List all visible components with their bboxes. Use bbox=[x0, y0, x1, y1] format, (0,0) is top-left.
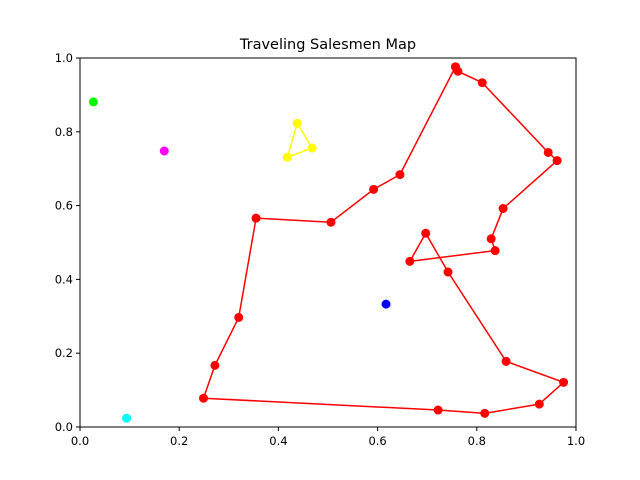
chart-title: Traveling Salesmen Map bbox=[239, 37, 416, 53]
y-tick-label: 0.2 bbox=[55, 346, 73, 360]
series-1-point-1 bbox=[307, 143, 317, 153]
x-tick-label: 0.4 bbox=[269, 434, 287, 448]
x-tick-label: 0.8 bbox=[468, 434, 486, 448]
x-tick-label: 0.2 bbox=[170, 434, 188, 448]
x-tick-label: 1.0 bbox=[567, 434, 585, 448]
y-tick-label: 0.8 bbox=[55, 125, 73, 139]
y-tick-label: 0.6 bbox=[55, 199, 73, 213]
series-2-point-0 bbox=[88, 97, 98, 107]
series-0-point-22 bbox=[395, 170, 405, 180]
series-1 bbox=[282, 118, 317, 162]
series-0-point-17 bbox=[210, 360, 220, 370]
series-0-point-9 bbox=[421, 228, 431, 238]
x-tick-label: 0.6 bbox=[368, 434, 386, 448]
series-0-point-20 bbox=[326, 217, 336, 227]
series-2 bbox=[88, 97, 98, 107]
y-axis: 0.0 0.2 0.4 0.6 0.8 1.0 bbox=[55, 51, 80, 434]
series-0-point-3 bbox=[543, 147, 553, 157]
series-4-point-0 bbox=[381, 299, 391, 309]
series-3 bbox=[159, 146, 169, 156]
series-0-point-15 bbox=[433, 405, 443, 415]
series-0-point-18 bbox=[234, 312, 244, 322]
series-0-point-2 bbox=[477, 78, 487, 88]
series-3-point-0 bbox=[159, 146, 169, 156]
series-5-point-0 bbox=[122, 413, 132, 423]
series-0-point-8 bbox=[405, 256, 415, 266]
series-0-point-14 bbox=[480, 408, 490, 418]
plot-frame bbox=[79, 57, 577, 428]
series-0 bbox=[199, 62, 569, 418]
series-0-point-11 bbox=[501, 356, 511, 366]
series-0-point-16 bbox=[199, 393, 208, 403]
series-0-point-5 bbox=[498, 204, 508, 214]
series-1-point-2 bbox=[282, 152, 292, 162]
series-5 bbox=[122, 413, 132, 423]
series-0-point-19 bbox=[251, 213, 261, 223]
series-0-point-13 bbox=[534, 399, 544, 409]
series-1-line bbox=[286, 122, 313, 159]
series-0-point-21 bbox=[369, 184, 379, 194]
series-0-point-23 bbox=[450, 62, 460, 72]
x-axis: 0.0 0.2 0.4 0.6 0.8 1.0 bbox=[71, 427, 585, 448]
y-tick-label: 0.4 bbox=[55, 272, 73, 286]
series-layer bbox=[88, 62, 569, 423]
x-tick-label: 0.0 bbox=[71, 434, 89, 448]
y-tick-label: 1.0 bbox=[55, 51, 73, 65]
series-0-point-10 bbox=[443, 267, 453, 277]
series-0-point-6 bbox=[486, 234, 496, 244]
series-0-point-12 bbox=[559, 377, 569, 387]
series-0-point-4 bbox=[552, 156, 562, 166]
series-0-point-7 bbox=[490, 246, 500, 256]
series-1-point-0 bbox=[292, 118, 302, 128]
y-tick-label: 0.0 bbox=[55, 420, 73, 434]
series-4 bbox=[381, 299, 391, 309]
